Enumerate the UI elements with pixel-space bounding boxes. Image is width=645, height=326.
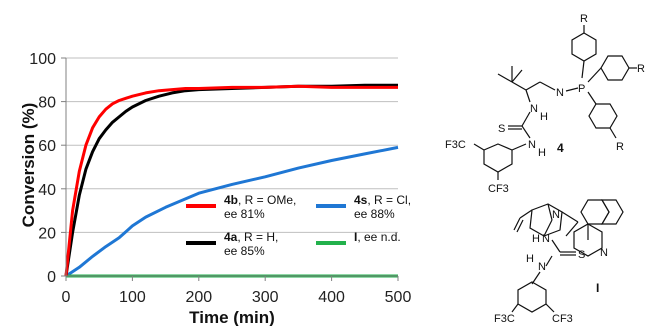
legend-label-4b: 4b, R = OMe, bbox=[224, 193, 296, 207]
series-line-4s bbox=[65, 145, 399, 278]
compound-i-label: I bbox=[596, 281, 599, 295]
compound-4-structure: R R P R N N H S N H bbox=[445, 13, 645, 195]
gridlines bbox=[66, 57, 398, 233]
compound-i-structure: N N H N S H N F3C CF3 I bbox=[494, 199, 624, 325]
atom-n-imine: N bbox=[556, 87, 564, 99]
legend: 4b, R = OMe,ee 81% 4a, R = H,ee 85% 4s, R … bbox=[186, 193, 411, 258]
atom-nh-upper: N bbox=[530, 103, 538, 115]
x-tick-label: 200 bbox=[185, 289, 212, 306]
y-tick-label: 0 bbox=[47, 269, 56, 286]
atom-p: P bbox=[578, 83, 585, 95]
axes bbox=[61, 57, 399, 281]
atom-h-lower: H bbox=[538, 147, 546, 159]
atom-r-top: R bbox=[580, 13, 588, 25]
legend-label-4s: 4s, R = Cl, bbox=[354, 193, 411, 207]
atom-nh-lower: N bbox=[528, 139, 536, 151]
atom-cf3-right-i: CF3 bbox=[552, 313, 573, 325]
x-tick-label: 0 bbox=[62, 289, 71, 306]
legend-label-4a: 4a, R = H, bbox=[224, 230, 278, 244]
x-tick-label: 500 bbox=[385, 289, 412, 306]
legend-label-line2: ee 85% bbox=[224, 244, 265, 258]
atom-n-quinuclidine: N bbox=[552, 209, 560, 221]
x-tick-label: 100 bbox=[119, 289, 146, 306]
atom-s-i: S bbox=[578, 249, 585, 261]
y-tick-label: 40 bbox=[38, 182, 56, 199]
x-tick-label: 400 bbox=[318, 289, 345, 306]
legend-label-line2: ee 88% bbox=[354, 207, 395, 221]
legend-label-i: I, ee n.d. bbox=[354, 230, 401, 244]
y-tick-label: 60 bbox=[38, 138, 56, 155]
series-line-4b bbox=[64, 84, 398, 277]
atom-cf3-bottom-4: CF3 bbox=[488, 183, 509, 195]
atom-n-i-upper: N bbox=[542, 233, 550, 245]
compound-4-label: 4 bbox=[557, 141, 564, 155]
y-tick-label: 100 bbox=[29, 51, 56, 68]
atom-h-upper: H bbox=[540, 111, 548, 123]
tick-labels: 0 20 40 60 80 100 0 100 200 300 400 500 bbox=[29, 51, 411, 306]
x-axis-title: Time (min) bbox=[189, 308, 275, 326]
atom-n-quinoline: N bbox=[600, 247, 608, 259]
x-tick-label: 300 bbox=[252, 289, 279, 306]
atom-s-4: S bbox=[498, 123, 505, 135]
atom-n-i-lower: N bbox=[538, 261, 546, 273]
legend-label-line2: ee 81% bbox=[224, 207, 265, 221]
atom-r-side: R bbox=[637, 63, 645, 75]
y-axis-title: Conversion (%) bbox=[19, 103, 38, 228]
atom-h-i-upper: H bbox=[532, 233, 540, 245]
y-tick-label: 80 bbox=[38, 95, 56, 112]
atom-cf3-left-i: F3C bbox=[494, 313, 515, 325]
atom-cf3-left-4: F3C bbox=[445, 139, 466, 151]
atom-r-bottom: R bbox=[616, 141, 624, 153]
y-tick-label: 20 bbox=[38, 225, 56, 242]
atom-h-i-lower: H bbox=[526, 253, 534, 265]
